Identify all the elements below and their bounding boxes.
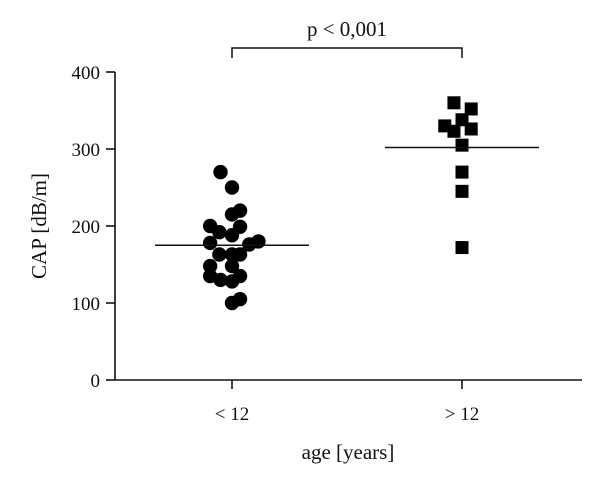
- data-point-circle: [213, 272, 228, 288]
- data-point-circle: [224, 258, 240, 274]
- data-point-circle: [224, 228, 240, 243]
- axes: 0 100 200 300 400 < 12 > 12: [72, 63, 582, 425]
- data-point-circle: [232, 268, 248, 284]
- y-tick-label: 0: [91, 371, 101, 392]
- data-point-square: [447, 124, 461, 138]
- x-axis-title: age [years]: [302, 440, 395, 464]
- data-point-square: [455, 138, 469, 152]
- y-tick-label: 400: [72, 63, 101, 84]
- data-point-square: [464, 102, 478, 116]
- data-point-circle: [212, 247, 227, 262]
- data-point-circle: [232, 247, 248, 262]
- x-tick-label: < 12: [215, 404, 249, 425]
- y-tick-label: 200: [72, 217, 101, 238]
- data-point-circle: [202, 235, 218, 251]
- data-point-circle: [224, 180, 240, 195]
- data-point-square: [455, 241, 469, 255]
- data-point-square: [455, 184, 469, 198]
- data-point-square: [464, 122, 478, 136]
- data-point-circle: [212, 224, 227, 240]
- significance-annotation: p < 0,001: [231, 17, 463, 58]
- x-tick-label: > 12: [445, 404, 479, 425]
- data-point-circle: [242, 237, 257, 252]
- data-point-circle: [202, 258, 218, 274]
- data-point-circle: [224, 295, 240, 311]
- data-point-circle: [213, 164, 228, 180]
- data-points: [202, 96, 478, 311]
- p-value-label: p < 0,001: [307, 17, 387, 41]
- data-point-square: [447, 96, 461, 110]
- y-axis-title: CAP [dB/m]: [27, 173, 51, 279]
- y-tick-label: 100: [72, 294, 101, 315]
- y-tick-label: 300: [72, 140, 101, 161]
- data-point-circle: [224, 207, 240, 222]
- mean-lines: [155, 146, 539, 246]
- data-point-square: [455, 165, 469, 179]
- significance-bracket: [231, 47, 463, 58]
